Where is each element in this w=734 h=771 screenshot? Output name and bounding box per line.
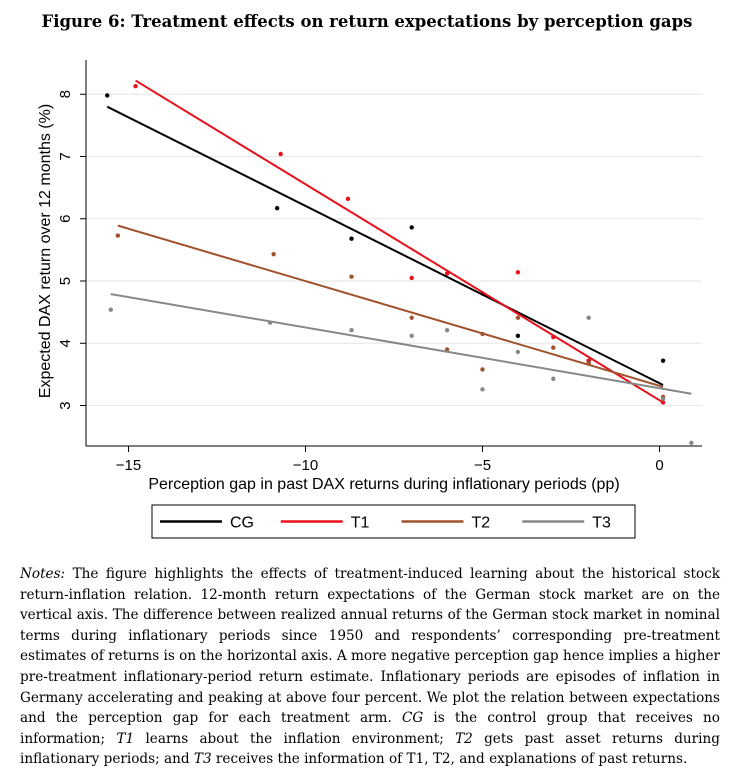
legend-label-t1: T1 bbox=[351, 515, 370, 532]
x-axis-label: Perception gap in past DAX returns durin… bbox=[148, 476, 619, 493]
t1-point bbox=[278, 151, 283, 157]
t3-point bbox=[409, 333, 414, 339]
t1-point bbox=[409, 275, 414, 281]
t2-fit-line bbox=[117, 224, 664, 388]
t3-point bbox=[586, 315, 591, 320]
legend-label-t2: T2 bbox=[472, 515, 491, 532]
t2-point bbox=[349, 274, 354, 279]
t2-point bbox=[271, 252, 276, 257]
y-tick-label: 8 bbox=[57, 90, 74, 98]
cg-point bbox=[515, 333, 521, 339]
x-tick-label: −5 bbox=[474, 457, 491, 474]
notes-part5: receives the information of T1, T2, and … bbox=[211, 751, 688, 768]
y-tick-label: 5 bbox=[57, 277, 74, 285]
t3-point bbox=[515, 349, 521, 355]
notes-t2: T2 bbox=[455, 730, 473, 747]
notes-label: Notes: bbox=[20, 566, 66, 582]
notes-t3: T3 bbox=[193, 751, 212, 768]
t3-point bbox=[689, 440, 694, 446]
notes-part4: gets past asset returns during inflation… bbox=[20, 730, 720, 768]
notes-part2: is the control group that receives no in… bbox=[20, 710, 720, 747]
t3-fit-line bbox=[110, 293, 692, 395]
chart: 3 4 5 6 7 8 −15 −10 −5 0 Perception gap in past DA… bbox=[37, 60, 702, 539]
x-tick-label: 0 bbox=[655, 457, 663, 474]
t3-point bbox=[551, 376, 556, 381]
x-tick-label: −15 bbox=[116, 457, 141, 474]
cg-fit-line bbox=[106, 105, 664, 386]
cg-point bbox=[105, 93, 110, 98]
y-tick-label: 7 bbox=[57, 152, 74, 160]
t2-point bbox=[480, 367, 485, 372]
legend-box bbox=[151, 504, 636, 539]
notes-part3: learns about the inflation environment; bbox=[134, 730, 456, 747]
figure-title: Figure 6: Treatment effects on return ex… bbox=[41, 12, 693, 31]
t1-fit-line bbox=[135, 79, 664, 404]
cg-point bbox=[660, 358, 666, 363]
t3-point bbox=[480, 387, 485, 392]
t2-point bbox=[515, 315, 521, 320]
cg-point bbox=[274, 205, 280, 211]
t1-point bbox=[133, 83, 138, 89]
figure-notes: Notes: The figure highlights the effects… bbox=[20, 564, 720, 770]
y-axis-label: Expected DAX return over 12 months (%) bbox=[37, 104, 54, 398]
t3-point bbox=[349, 328, 354, 333]
cg-point bbox=[409, 225, 414, 230]
t2-point bbox=[409, 315, 414, 320]
t3-point bbox=[660, 396, 666, 401]
notes-t1: T1 bbox=[116, 730, 135, 747]
notes-part1: The figure highlights the effects of tre… bbox=[20, 566, 720, 727]
t3-point bbox=[444, 328, 450, 333]
x-tick-label: −10 bbox=[293, 457, 318, 474]
t2-point bbox=[551, 345, 556, 350]
cg-point bbox=[349, 236, 354, 241]
t1-point bbox=[515, 270, 521, 275]
t3-point bbox=[108, 307, 113, 312]
legend-label-t3: T3 bbox=[592, 515, 611, 532]
y-tick-label: 6 bbox=[57, 215, 74, 223]
notes-cg: CG bbox=[401, 710, 424, 727]
t2-point bbox=[115, 233, 121, 238]
t1-point bbox=[345, 196, 351, 202]
y-tick-label: 3 bbox=[57, 401, 74, 409]
legend-label-cg: CG bbox=[230, 515, 254, 532]
y-tick-label: 4 bbox=[57, 339, 74, 347]
